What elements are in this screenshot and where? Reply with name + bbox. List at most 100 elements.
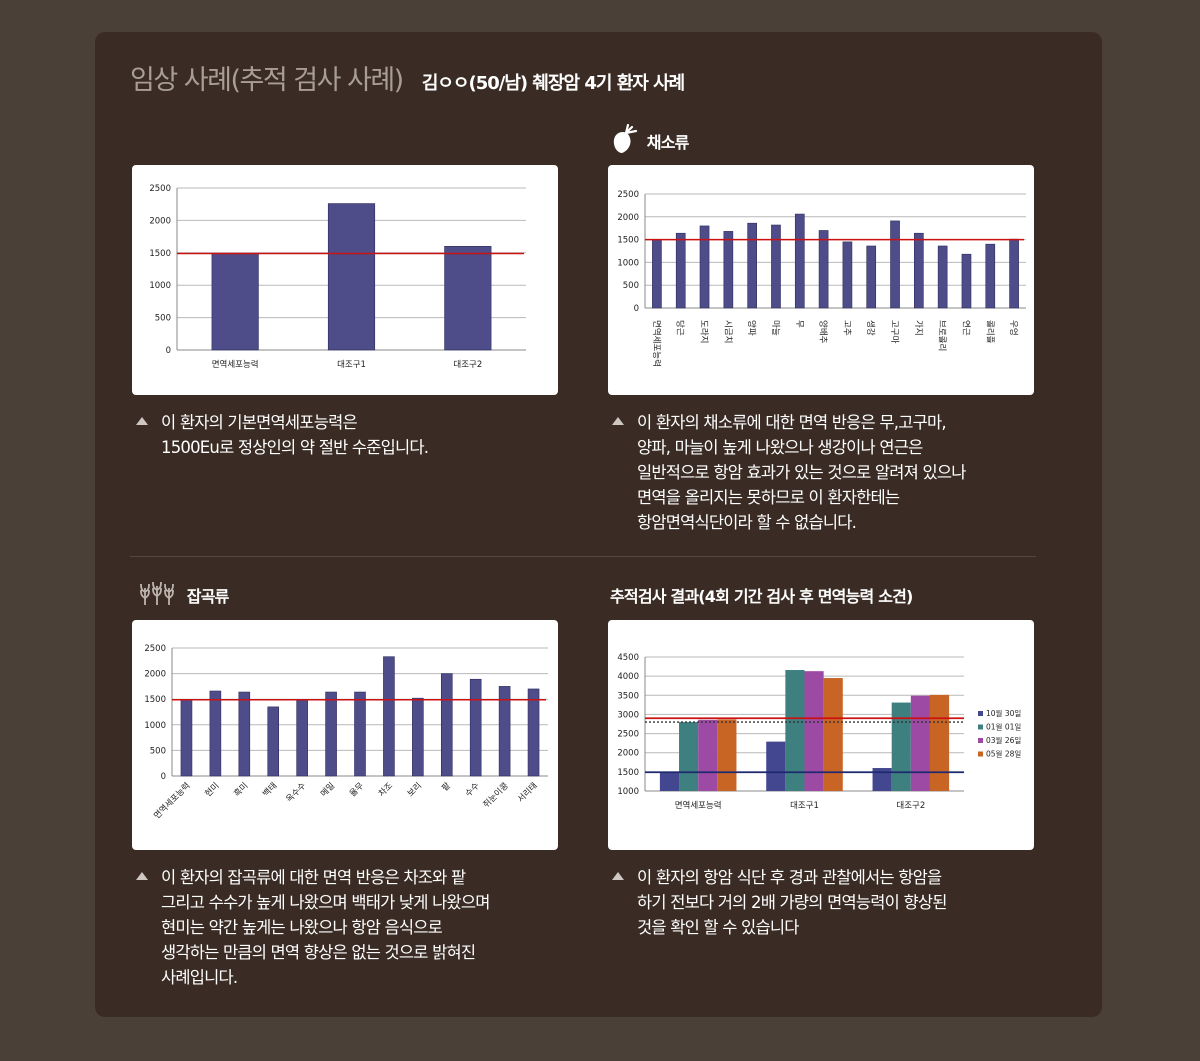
followup-description: 이 환자의 항암 식단 후 경과 관찰에서는 항암을 하기 전보다 거의 2배 … xyxy=(612,865,947,940)
bar xyxy=(890,220,900,309)
bar-05월28일 xyxy=(823,678,843,791)
grains-title-label: 잡곡류 xyxy=(186,587,230,606)
x-tick-label: 백태 xyxy=(261,780,280,799)
x-tick-label: 연근 xyxy=(960,320,970,336)
base-immunity-chart: 0 500 1000 1500 2000 2500 면역세포능력 대조구1 대조구2 xyxy=(132,165,558,395)
wheat-icon xyxy=(138,580,178,610)
chart-svg: 0 500 1000 1500 2000 2500 면역세포능력 당근 도라지 시금치 양파 마늘 무 양… xyxy=(617,190,1026,367)
bar xyxy=(818,230,829,309)
y-tick-label: 2000 xyxy=(144,670,166,680)
x-tick-label: 생강 xyxy=(865,320,876,336)
y-tick-label: 1500 xyxy=(149,249,171,259)
bar xyxy=(412,697,424,777)
description-line: 생각하는 만큼의 면역 향상은 없는 것으로 밝혀진 xyxy=(161,943,476,962)
bar-03월26일 xyxy=(698,719,718,791)
x-tick-label: 고구마 xyxy=(889,320,899,344)
x-tick-label: 현미 xyxy=(203,781,221,799)
bar-10월30일 xyxy=(766,741,786,791)
y-tick-label: 1500 xyxy=(617,768,639,778)
section-divider xyxy=(130,556,1036,557)
description-line: 양파, 마늘이 높게 나왔으나 생강이나 연근은 xyxy=(637,438,923,457)
bar xyxy=(652,239,662,309)
description-line: 현미는 약간 높게는 나왔으나 항암 음식으로 xyxy=(161,918,443,937)
y-tick-label: 2500 xyxy=(617,190,639,200)
description-line: 면역을 올리지는 못하므로 이 환자한테는 xyxy=(637,488,900,507)
page-header: 임상 사례(추적 검사 사례) 김ㅇㅇ(50/남) 췌장암 4기 환자 사례 xyxy=(130,58,685,98)
x-tick-label: 도라지 xyxy=(699,320,709,343)
description-line: 그리고 수수가 높게 나왔으며 백태가 낮게 나왔으며 xyxy=(161,893,490,912)
y-tick-label: 0 xyxy=(161,772,166,782)
x-tick-label: 면역세포능력 xyxy=(212,359,259,370)
x-tick-label: 차조 xyxy=(377,781,395,799)
bar xyxy=(209,690,222,777)
legend-entry: 10월 30일 xyxy=(986,708,1021,718)
legend-entry: 01월 01일 xyxy=(986,722,1021,732)
bar xyxy=(296,699,308,777)
legend-swatch xyxy=(978,738,983,743)
chart-svg: 1000 1500 2000 2500 3000 3500 4000 4500 면역세포능력 대조… xyxy=(617,653,1021,811)
x-tick-label: 양배추 xyxy=(818,320,829,344)
bar-03월26일 xyxy=(804,671,824,791)
x-tick-label: 수수 xyxy=(464,781,482,799)
bar xyxy=(440,673,453,777)
y-tick-label: 500 xyxy=(623,281,639,291)
legend-entry: 03월 26일 xyxy=(986,735,1021,745)
x-tick-label: 팥 xyxy=(440,780,453,793)
x-tick-label: 가지 xyxy=(913,320,923,336)
triangle-bullet-icon xyxy=(136,417,148,425)
chart-svg: 0 500 1000 1500 2000 2500 면역세포능력 대조구1 대조구2 xyxy=(149,184,526,370)
y-tick-label: 3000 xyxy=(617,710,639,720)
bar xyxy=(771,224,781,309)
x-tick-label: 서리태 xyxy=(516,781,540,805)
bar-10월30일 xyxy=(872,768,892,791)
radish-icon xyxy=(610,123,638,158)
x-tick-label: 무 xyxy=(794,320,804,328)
base-description: 이 환자의 기본면역세포능력은 1500Eu로 정상인의 약 절반 수준입니다. xyxy=(136,410,429,460)
page-subtitle: 김ㅇㅇ(50/남) 췌장암 4기 환자 사례 xyxy=(421,73,685,94)
bar-03월26일 xyxy=(910,695,930,791)
x-tick-label: 보리 xyxy=(406,781,424,799)
x-tick-label: 대조구2 xyxy=(896,801,925,811)
description-line: 이 환자의 기본면역세포능력은 xyxy=(161,413,358,432)
y-tick-label: 500 xyxy=(150,746,166,756)
description-line: 일반적으로 항암 효과가 있는 것으로 알려져 있으나 xyxy=(637,463,966,482)
y-tick-label: 2500 xyxy=(144,644,166,654)
vegetables-section-title: 채소류 xyxy=(610,123,690,158)
x-tick-label: 마늘 xyxy=(770,320,780,336)
legend-entry: 05월 28일 xyxy=(986,749,1021,759)
followup-chart: 1000 1500 2000 2500 3000 3500 4000 4500 면역세포능력 대조… xyxy=(608,620,1034,850)
y-tick-label: 4000 xyxy=(617,672,639,682)
x-tick-label: 흑미 xyxy=(232,780,251,799)
x-tick-label: 메밀 xyxy=(318,780,337,799)
x-tick-label: 브로콜리 xyxy=(937,320,947,351)
x-tick-label: 콜리플 xyxy=(984,320,994,344)
y-tick-label: 1000 xyxy=(149,281,171,291)
vegetables-title-label: 채소류 xyxy=(646,133,690,152)
x-tick-label: 율무 xyxy=(348,781,366,799)
description-line: 것을 확인 할 수 있습니다 xyxy=(637,918,799,937)
bar xyxy=(325,691,337,777)
bar-01월01일 xyxy=(891,702,911,791)
y-tick-label: 1000 xyxy=(617,258,639,268)
chart-svg: 0 500 1000 1500 2000 2500 면역세포능력 현미 흑미 백태 옥수수 메밀 율무 차… xyxy=(144,644,548,821)
triangle-bullet-icon xyxy=(136,872,148,880)
description-line: 이 환자의 채소류에 대한 면역 반응은 무,고구마, xyxy=(637,413,947,432)
bar xyxy=(1009,238,1019,309)
bar xyxy=(180,699,193,777)
bar xyxy=(723,231,734,309)
page-title: 임상 사례(추적 검사 사례) xyxy=(130,65,404,96)
y-tick-label: 1500 xyxy=(617,236,639,246)
bar xyxy=(675,232,686,309)
x-tick-label: 면역세포능력 xyxy=(152,780,193,821)
bar xyxy=(469,678,482,777)
x-tick-label: 대조구1 xyxy=(337,360,366,370)
description-line: 이 환자의 항암 식단 후 경과 관찰에서는 항암을 xyxy=(637,868,942,887)
y-tick-label: 2000 xyxy=(617,749,639,759)
followup-title-label: 추적검사 결과(4회 기간 검사 후 면역능력 소견) xyxy=(610,587,913,606)
y-tick-label: 2500 xyxy=(617,730,639,740)
x-tick-label: 대조구1 xyxy=(790,801,819,811)
y-tick-label: 0 xyxy=(634,304,639,314)
bar xyxy=(866,245,877,309)
bar xyxy=(498,686,511,777)
y-tick-label: 2500 xyxy=(149,184,171,194)
